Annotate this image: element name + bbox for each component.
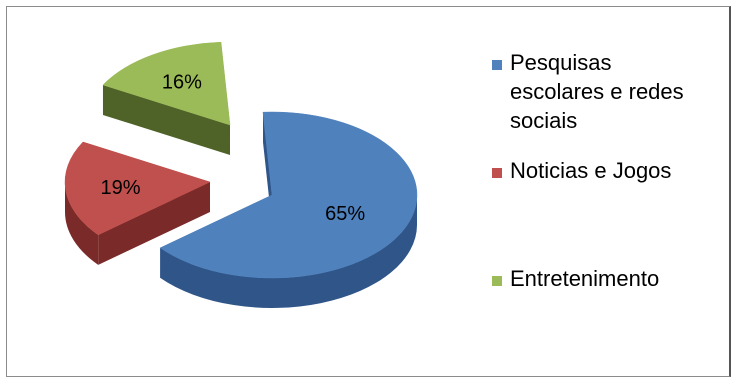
pie-slice-rim [65, 182, 99, 265]
legend-line: Noticias e Jogos [510, 158, 672, 183]
pie-slice-top [64, 141, 211, 236]
pie-data-label: 16% [162, 72, 202, 94]
pie-slice-rim [160, 195, 418, 308]
legend-swatch-pesquisas [492, 60, 502, 70]
legend-line: sociais [510, 108, 578, 133]
pie-slice-wall [102, 84, 230, 155]
legend-label-entretenimento: Entretenimento [510, 264, 659, 293]
pie-slice-1: 19% [64, 141, 211, 265]
pie-slice-top [159, 111, 418, 279]
legend-swatch-noticias [492, 168, 502, 178]
legend-line: escolares e redes [510, 79, 684, 104]
pie-data-label: 65% [325, 203, 365, 225]
pie-data-label: 19% [100, 177, 140, 199]
legend-label-noticias: Noticias e Jogos [510, 156, 671, 185]
legend-line: Pesquisas [510, 50, 612, 75]
pie-slice-top [102, 41, 231, 126]
pie-slice-2: 16% [102, 41, 231, 155]
legend-label-pesquisas: Pesquisas escolares e redes sociais [510, 48, 684, 135]
legend-swatch-entretenimento [492, 276, 502, 286]
pie-slice-0: 65% [159, 111, 418, 308]
legend-line: Entretenimento [510, 266, 660, 291]
